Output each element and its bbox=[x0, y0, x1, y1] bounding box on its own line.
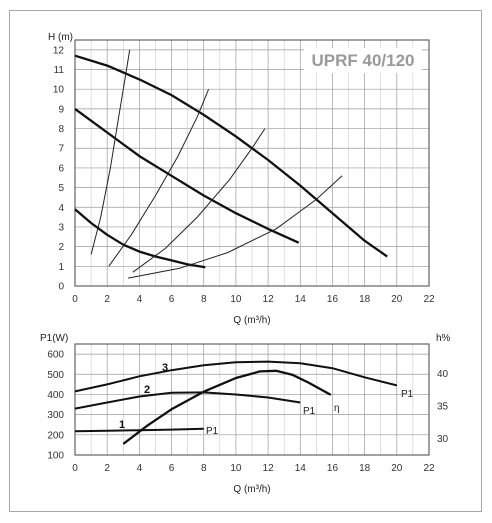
y-tick-label: 500 bbox=[47, 370, 64, 381]
p1-label-curve-2: P1 bbox=[303, 406, 316, 417]
y-tick-label: 600 bbox=[47, 350, 64, 361]
chart-title-box bbox=[304, 48, 422, 73]
head-chart-series bbox=[74, 54, 388, 269]
y2-tick-label: 40 bbox=[437, 369, 449, 380]
head-chart-system-curves bbox=[90, 49, 343, 279]
y-tick-label: 11 bbox=[54, 65, 65, 76]
system-curve-3 bbox=[132, 128, 266, 273]
x-tick-label: 20 bbox=[391, 294, 403, 305]
y2-tick-label: 30 bbox=[437, 434, 449, 445]
x-tick-label: 8 bbox=[201, 463, 207, 474]
system-curve-1 bbox=[90, 49, 131, 255]
head-x-axis-label: Q (m³/h) bbox=[233, 315, 270, 326]
x-tick-label: 12 bbox=[263, 294, 275, 305]
y-tick-label: 7 bbox=[58, 144, 64, 155]
pump-curve-1 bbox=[74, 54, 388, 258]
x-tick-label: 8 bbox=[201, 294, 207, 305]
x-tick-label: 2 bbox=[104, 294, 110, 305]
head-y-axis-label: H (m) bbox=[48, 32, 73, 43]
system-curve-2 bbox=[108, 89, 210, 267]
x-tick-label: 0 bbox=[72, 463, 78, 474]
x-tick-label: 14 bbox=[295, 294, 307, 305]
efficiency-curve bbox=[122, 369, 332, 445]
power-curve-2 bbox=[74, 391, 301, 410]
y-tick-label: 10 bbox=[53, 85, 65, 96]
p1-label-curve-1: P1 bbox=[206, 426, 219, 437]
y-tick-label: 100 bbox=[47, 451, 64, 462]
y-tick-label: 6 bbox=[58, 163, 64, 174]
chart-title: UPRF 40/120 bbox=[312, 51, 415, 70]
y-tick-label: 4 bbox=[58, 203, 64, 214]
x-tick-label: 16 bbox=[327, 294, 339, 305]
y-tick-label: 1 bbox=[58, 262, 64, 273]
chart-frame bbox=[9, 10, 482, 512]
p1-label-curve-3: P1 bbox=[401, 389, 414, 400]
x-tick-label: 10 bbox=[230, 294, 242, 305]
y-tick-label: 400 bbox=[47, 390, 64, 401]
x-tick-label: 4 bbox=[137, 294, 143, 305]
x-tick-label: 18 bbox=[359, 463, 371, 474]
x-tick-label: 0 bbox=[72, 294, 78, 305]
power-curve-1 bbox=[74, 427, 204, 433]
pump-curve-3 bbox=[74, 208, 206, 269]
y2-tick-label: 35 bbox=[437, 402, 449, 413]
x-tick-label: 20 bbox=[391, 463, 403, 474]
y-tick-label: 12 bbox=[53, 45, 65, 56]
pump-curve-2 bbox=[74, 107, 300, 244]
y-tick-label: 2 bbox=[58, 242, 64, 253]
curve-3-number: 3 bbox=[162, 362, 168, 374]
x-tick-label: 12 bbox=[263, 463, 275, 474]
head-chart-plot-area bbox=[74, 39, 430, 287]
y-tick-label: 3 bbox=[58, 222, 64, 233]
x-tick-label: 6 bbox=[169, 463, 175, 474]
x-tick-label: 6 bbox=[169, 294, 175, 305]
power-chart-ticks: 0 2 4 6 8 10 12 14 16 18 20 22100200300400500600303… bbox=[47, 350, 448, 474]
x-tick-label: 22 bbox=[423, 463, 435, 474]
power-chart-series bbox=[74, 360, 398, 445]
y-tick-label: 0 bbox=[58, 282, 64, 293]
curve-1-number: 1 bbox=[119, 419, 125, 431]
y-tick-label: 9 bbox=[58, 104, 64, 115]
y-tick-label: 8 bbox=[58, 124, 64, 135]
x-tick-label: 16 bbox=[327, 463, 339, 474]
y-tick-label: 5 bbox=[58, 183, 64, 194]
power-y-axis-label: P1(W) bbox=[40, 333, 68, 344]
x-tick-label: 10 bbox=[230, 463, 242, 474]
x-tick-label: 4 bbox=[137, 463, 143, 474]
power-curve-3 bbox=[74, 360, 398, 393]
power-x-axis-label: Q (m³/h) bbox=[233, 484, 270, 495]
y-tick-label: 200 bbox=[47, 430, 64, 441]
x-tick-label: 14 bbox=[295, 463, 307, 474]
efficiency-y-axis-label: h% bbox=[436, 333, 451, 344]
x-tick-label: 18 bbox=[359, 294, 371, 305]
y-tick-label: 300 bbox=[47, 410, 64, 421]
efficiency-curve-label: η bbox=[334, 403, 340, 414]
head-chart-grid bbox=[75, 40, 429, 286]
x-tick-label: 2 bbox=[104, 463, 110, 474]
x-tick-label: 22 bbox=[423, 294, 435, 305]
curve-2-number: 2 bbox=[144, 384, 150, 396]
system-curve-4 bbox=[128, 175, 343, 279]
power-chart-plot-area bbox=[74, 343, 430, 456]
